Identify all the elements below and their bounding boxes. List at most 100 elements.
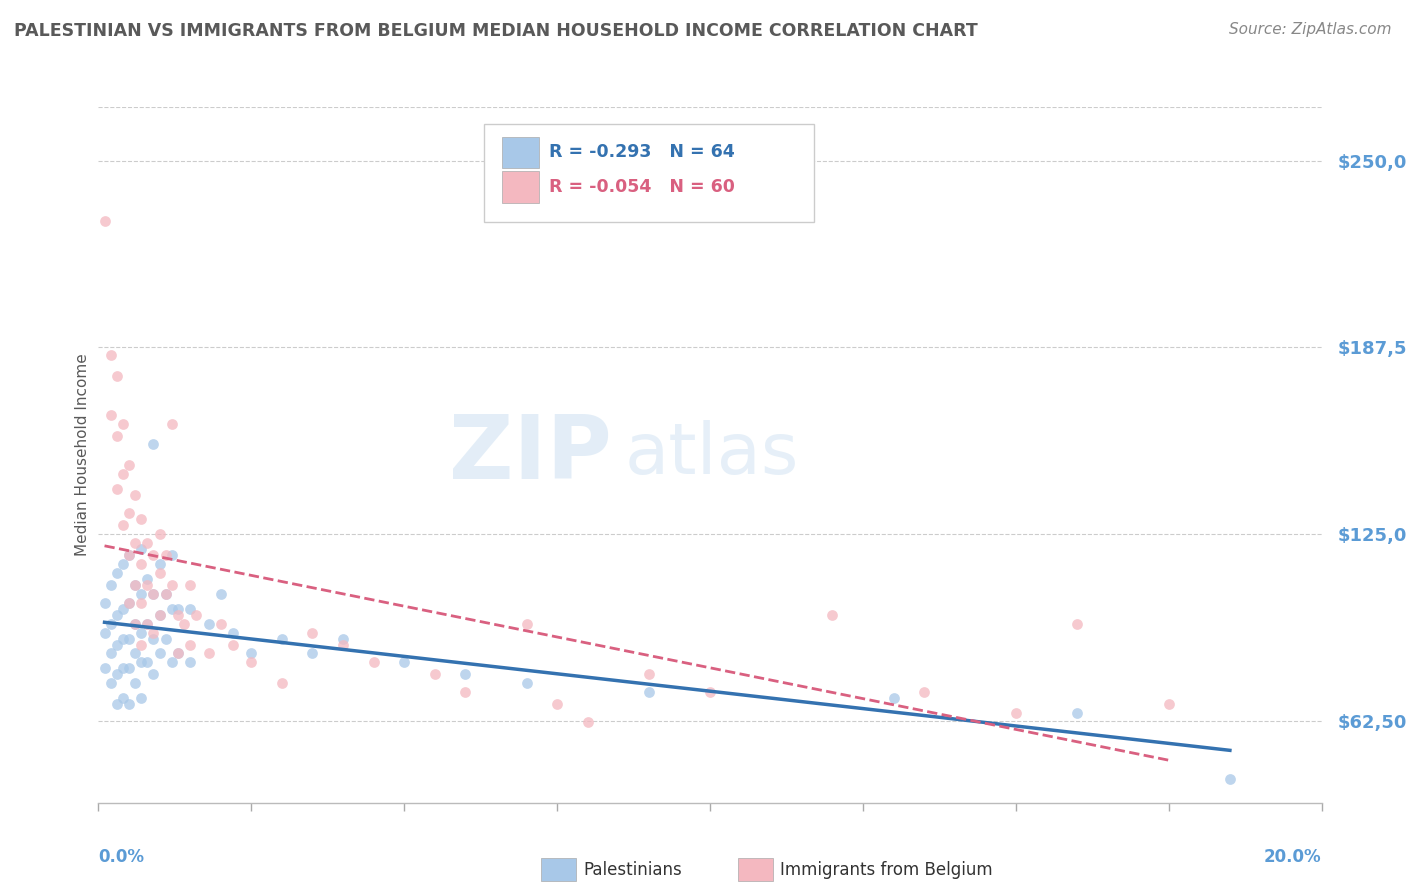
Point xyxy=(363,656,385,670)
Point xyxy=(111,417,134,431)
Point xyxy=(100,408,122,422)
Point xyxy=(179,656,201,670)
Point xyxy=(105,428,128,442)
Point xyxy=(105,607,128,622)
Point xyxy=(118,596,141,610)
Point xyxy=(105,698,128,712)
Point xyxy=(136,572,159,586)
Point xyxy=(197,616,219,631)
Point xyxy=(155,587,177,601)
Point xyxy=(142,437,165,451)
Point xyxy=(301,647,323,661)
Point xyxy=(155,587,177,601)
Point xyxy=(105,667,128,681)
Point xyxy=(197,647,219,661)
Text: Palestinians: Palestinians xyxy=(583,861,682,879)
Point xyxy=(124,536,146,550)
Point xyxy=(124,616,146,631)
Point xyxy=(118,661,141,675)
Point xyxy=(93,661,115,675)
Point xyxy=(240,647,263,661)
Point xyxy=(136,536,159,550)
Point xyxy=(118,698,141,712)
Point xyxy=(105,368,128,383)
Point xyxy=(118,596,141,610)
Point xyxy=(270,632,292,646)
Point xyxy=(240,656,263,670)
Point xyxy=(222,625,245,640)
Point xyxy=(160,548,183,562)
Point xyxy=(209,616,232,631)
Point xyxy=(160,601,183,615)
Point xyxy=(423,667,446,681)
Point xyxy=(155,548,177,562)
Point xyxy=(118,506,141,520)
Point xyxy=(912,685,935,699)
Point xyxy=(699,685,721,699)
Point xyxy=(209,587,232,601)
Point xyxy=(167,647,190,661)
Point xyxy=(149,566,172,580)
Point xyxy=(129,691,152,706)
Point xyxy=(129,596,152,610)
Point xyxy=(142,625,165,640)
Point xyxy=(100,676,122,690)
Point xyxy=(111,691,134,706)
Point xyxy=(118,548,141,562)
Point xyxy=(160,578,183,592)
Point xyxy=(111,601,134,615)
Point xyxy=(105,566,128,580)
Point xyxy=(142,548,165,562)
Point xyxy=(111,661,134,675)
Point xyxy=(332,632,354,646)
Point xyxy=(637,685,661,699)
Point xyxy=(129,587,152,601)
Text: 20.0%: 20.0% xyxy=(1264,847,1322,865)
Point xyxy=(100,647,122,661)
Point xyxy=(454,685,477,699)
Point xyxy=(155,632,177,646)
Point xyxy=(111,632,134,646)
Point xyxy=(136,578,159,592)
Point xyxy=(332,638,354,652)
Point xyxy=(124,488,146,502)
Point xyxy=(160,417,183,431)
Point xyxy=(173,616,195,631)
Point xyxy=(111,518,134,533)
Point xyxy=(1066,706,1088,721)
Point xyxy=(111,467,134,482)
Text: atlas: atlas xyxy=(624,420,799,490)
Point xyxy=(821,607,844,622)
FancyBboxPatch shape xyxy=(502,171,538,202)
Point xyxy=(167,647,190,661)
Point xyxy=(454,667,477,681)
Point xyxy=(637,667,661,681)
Point xyxy=(93,596,115,610)
Text: 0.0%: 0.0% xyxy=(98,847,145,865)
FancyBboxPatch shape xyxy=(502,136,538,168)
Point xyxy=(142,587,165,601)
Point xyxy=(129,557,152,571)
Point xyxy=(111,557,134,571)
Point xyxy=(142,587,165,601)
Point xyxy=(93,213,115,227)
Point xyxy=(93,625,115,640)
Point xyxy=(167,607,190,622)
Point xyxy=(124,647,146,661)
Point xyxy=(124,578,146,592)
Point xyxy=(1004,706,1026,721)
Point xyxy=(167,601,190,615)
Point xyxy=(149,557,172,571)
Point xyxy=(1157,698,1180,712)
Point xyxy=(136,656,159,670)
Y-axis label: Median Household Income: Median Household Income xyxy=(75,353,90,557)
Point xyxy=(179,601,201,615)
Point xyxy=(100,616,122,631)
Point xyxy=(129,625,152,640)
Point xyxy=(1066,616,1088,631)
FancyBboxPatch shape xyxy=(484,124,814,222)
Point xyxy=(149,607,172,622)
Point xyxy=(118,632,141,646)
Point xyxy=(883,691,905,706)
Point xyxy=(124,616,146,631)
